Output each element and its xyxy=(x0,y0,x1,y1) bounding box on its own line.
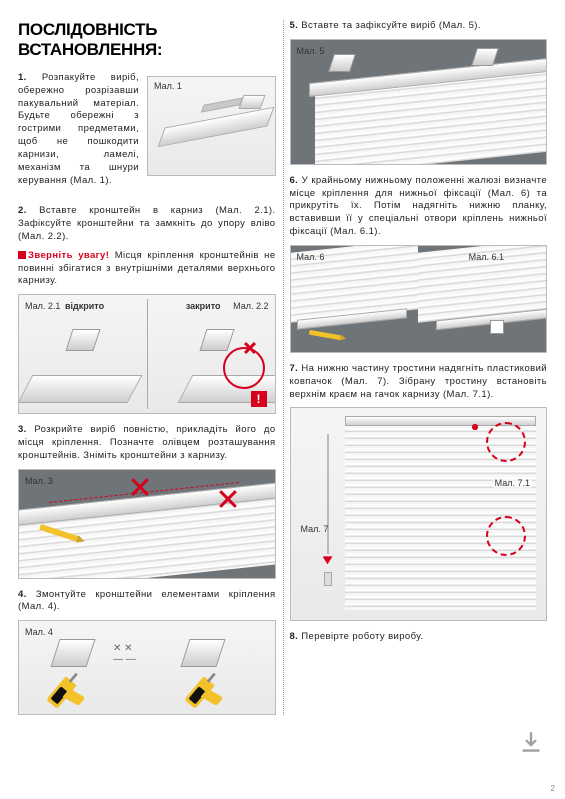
red-x-mark xyxy=(243,341,257,355)
bottom-clip xyxy=(490,320,504,334)
download-overlay-icon[interactable] xyxy=(509,721,553,765)
left-column: ПОСЛІДОВНІСТЬ ВСТАНОВЛЕННЯ: 1. Розпакуйт… xyxy=(18,20,276,725)
warning-badge: ! xyxy=(251,391,267,407)
step-4-text: 4. Змонтуйте кронштейни елементами кріпл… xyxy=(18,589,276,615)
figure-6: Мал. 6 Мал. 6.1 xyxy=(290,245,548,353)
figure-21-label: Мал. 2.1 xyxy=(25,301,60,311)
step-8-num: 8. xyxy=(290,631,299,642)
step-4-body: Змонтуйте кронштейни елементами кріпленн… xyxy=(18,589,276,613)
drill-2 xyxy=(184,671,232,715)
bracket-part xyxy=(238,95,265,109)
warning-label: Зверніть увагу! xyxy=(28,250,109,261)
figure-7-label: Мал. 7 xyxy=(301,524,329,534)
figure-22-label: Мал. 2.2 xyxy=(233,301,268,311)
step-1-body: Розпакуйте виріб, обережно розрізавши па… xyxy=(18,72,139,186)
figure-3-label: Мал. 3 xyxy=(25,476,53,486)
step-1: 1. Розпакуйте виріб, обережно розрізавши… xyxy=(18,72,276,193)
step-3-text: 3. Розкрийте виріб повністю, прикладіть … xyxy=(18,424,276,462)
step-5-text: 5. Вставте та зафіксуйте виріб (Мал. 5). xyxy=(290,20,548,33)
step-6-text: 6. У крайньому нижньому положенні жалюзі… xyxy=(290,175,548,239)
figure-61-label: Мал. 6.1 xyxy=(469,252,504,262)
step-7-text: 7. На нижню частину тростини надягніть п… xyxy=(290,363,548,401)
page: ПОСЛІДОВНІСТЬ ВСТАНОВЛЕННЯ: 1. Розпакуйт… xyxy=(0,0,565,735)
step-2-body: Вставте кронштейн в карниз (Мал. 2.1). З… xyxy=(18,205,276,242)
figure-1: Мал. 1 xyxy=(147,76,275,176)
figure-4-label: Мал. 4 xyxy=(25,627,53,637)
step-3-num: 3. xyxy=(18,424,27,435)
step-2-num: 2. xyxy=(18,205,27,216)
figure-1-label: Мал. 1 xyxy=(154,81,182,91)
step-8-body: Перевірте роботу виробу. xyxy=(301,631,423,642)
step-2-warning: Зверніть увагу! Місця кріплення кронштей… xyxy=(18,250,276,288)
step-7-body: На нижню частину тростини надягніть плас… xyxy=(290,363,548,400)
figure-4: Мал. 4 ✕ ✕— — xyxy=(18,620,276,715)
step-6-num: 6. xyxy=(290,175,299,186)
warning-icon xyxy=(18,251,26,259)
bracket-mount-2 xyxy=(180,639,225,667)
step-5-num: 5. xyxy=(290,20,299,31)
right-column: 5. Вставте та зафіксуйте виріб (Мал. 5).… xyxy=(290,20,548,725)
drill-1 xyxy=(46,671,94,715)
bracket-mount-1 xyxy=(50,639,95,667)
figure-3: Мал. 3 xyxy=(18,469,276,579)
step-7-num: 7. xyxy=(290,363,299,374)
x-mark-1 xyxy=(129,476,151,498)
figure-7: Мал. 7 Мал. 7.1 xyxy=(290,407,548,621)
figure-71-label: Мал. 7.1 xyxy=(493,478,532,488)
screw-icons: ✕ ✕— — xyxy=(113,643,136,665)
page-title: ПОСЛІДОВНІСТЬ ВСТАНОВЛЕННЯ: xyxy=(18,20,276,60)
wand-cap-arrow xyxy=(323,556,333,564)
x-mark-2 xyxy=(217,488,239,510)
download-icon xyxy=(518,730,544,756)
step-4-num: 4. xyxy=(18,589,27,600)
wand-rod xyxy=(327,434,329,554)
step-1-num: 1. xyxy=(18,72,27,83)
close-label: закрито xyxy=(186,301,221,311)
figure-5: Мал. 5 xyxy=(290,39,548,165)
step-8-text: 8. Перевірте роботу виробу. xyxy=(290,631,548,644)
figure-2-divider xyxy=(147,299,148,409)
figure-5-label: Мал. 5 xyxy=(297,46,325,56)
rail-illustration xyxy=(158,107,275,147)
figure-2: Мал. 2.1 Мал. 2.2 відкрито закрито ! xyxy=(18,294,276,414)
bracket-right xyxy=(199,329,234,351)
open-label: відкрито xyxy=(65,301,104,311)
column-divider xyxy=(283,20,284,715)
bracket-left xyxy=(65,329,100,351)
step-2-text: 2. Вставте кронштейн в карниз (Мал. 2.1)… xyxy=(18,205,276,243)
rail-part xyxy=(201,97,243,112)
rail-left xyxy=(18,375,142,403)
figure-6-label: Мал. 6 xyxy=(297,252,325,262)
step-3-body: Розкрийте виріб повністю, прикладіть йог… xyxy=(18,424,276,461)
wand-cap xyxy=(324,572,332,586)
step-5-body: Вставте та зафіксуйте виріб (Мал. 5). xyxy=(301,20,481,31)
step-1-text: 1. Розпакуйте виріб, обережно розрізавши… xyxy=(18,72,139,187)
step-6-body: У крайньому нижньому положенні жалюзі ви… xyxy=(290,175,548,237)
page-number: 2 xyxy=(551,784,555,793)
